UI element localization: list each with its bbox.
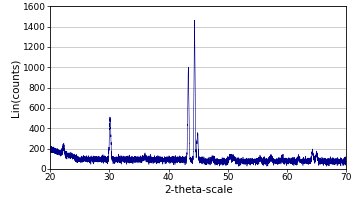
X-axis label: 2-theta-scale: 2-theta-scale	[164, 185, 232, 195]
Y-axis label: Lin(counts): Lin(counts)	[10, 58, 20, 117]
